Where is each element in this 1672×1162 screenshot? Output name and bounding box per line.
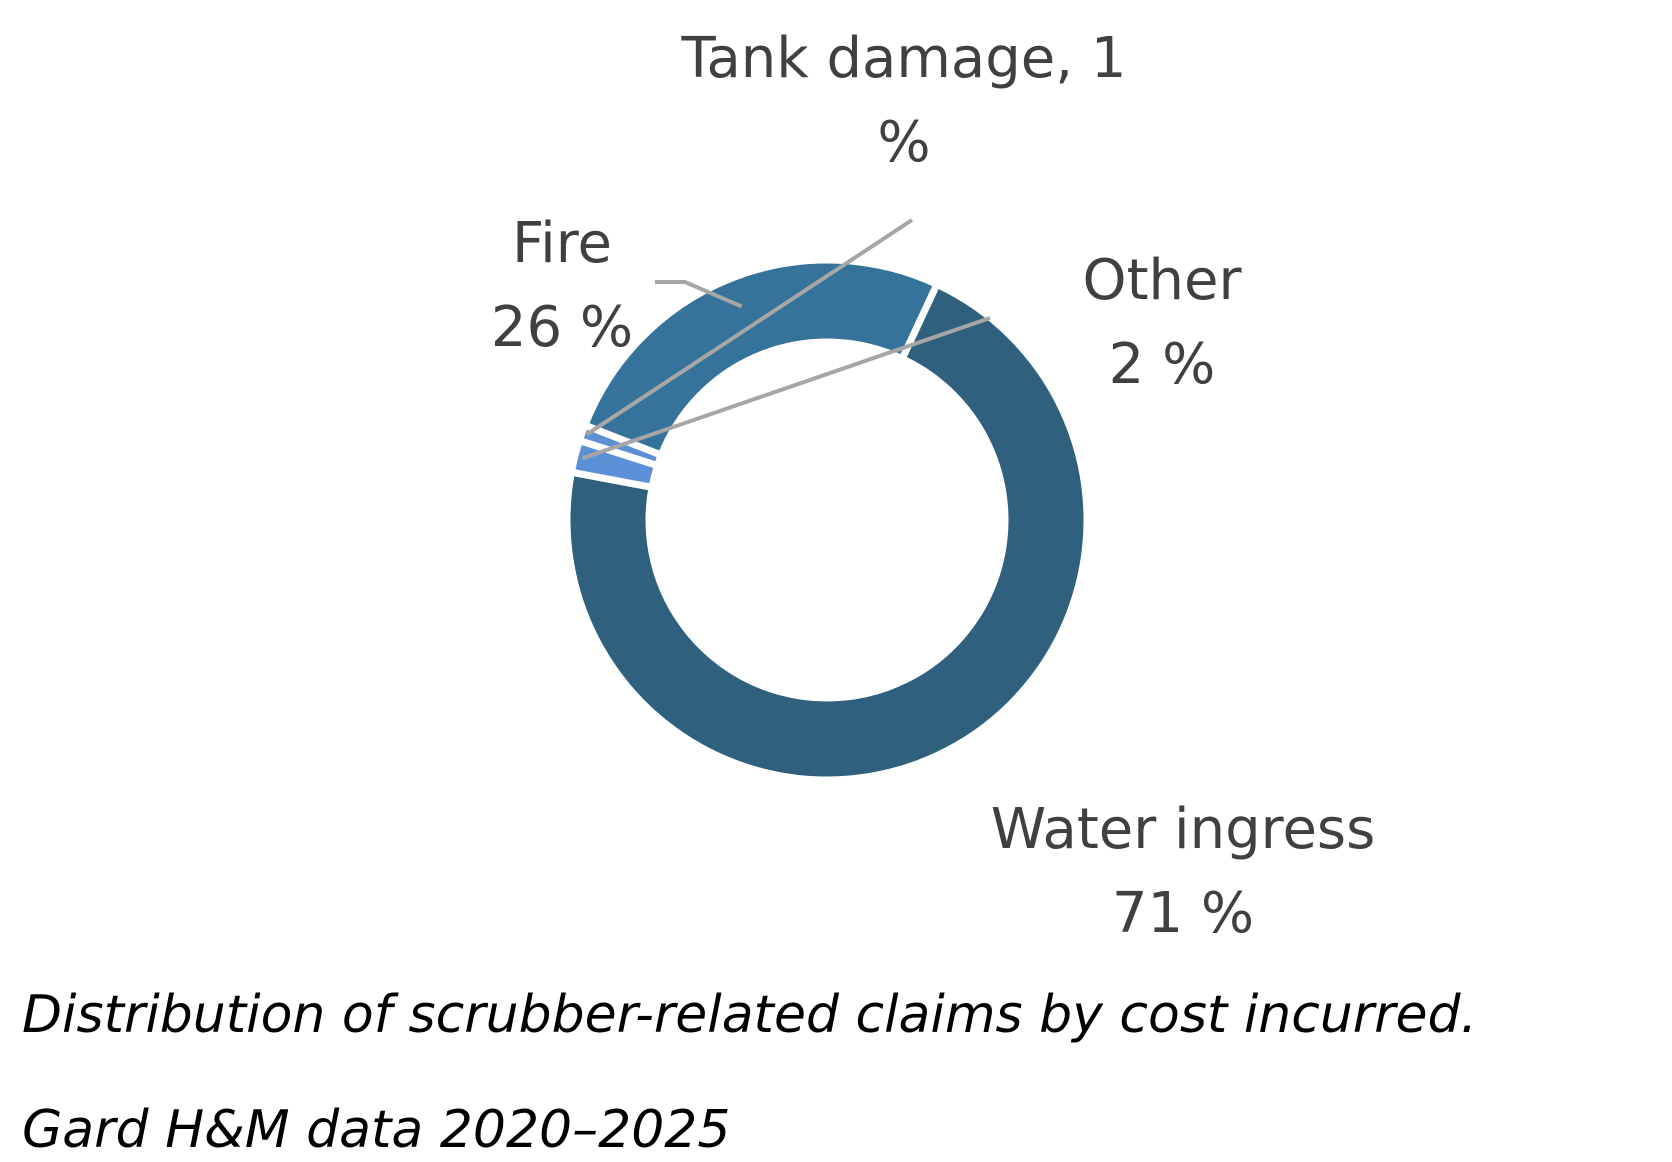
leader-line-other [582,316,991,461]
label-other-name: Other [1082,248,1242,313]
slice-fire [580,256,942,460]
label-water-ingress-value: 71 % [1112,881,1254,946]
donut-chart: Water ingress 71 % Other 2 % Tank damage… [491,26,1375,946]
leader-line-fire [655,280,743,309]
label-other-value: 2 % [1109,332,1216,397]
label-fire-name: Fire [512,211,612,276]
chart-caption: Distribution of scrubber-related claims … [22,985,1478,1045]
label-tank-damage-value: % [877,110,930,175]
leader-line-tank-damage [585,218,914,437]
data-labels: Water ingress 71 % Other 2 % Tank damage… [491,26,1375,946]
donut-slices [563,256,1091,784]
slice-water-ingress [563,279,1091,784]
label-tank-damage-name: Tank damage, 1 [681,26,1127,91]
label-fire-value: 26 % [491,295,633,360]
leader-lines [582,218,991,461]
label-water-ingress-name: Water ingress [991,797,1376,862]
chart-source: Gard H&M data 2020–2025 [22,1100,731,1160]
